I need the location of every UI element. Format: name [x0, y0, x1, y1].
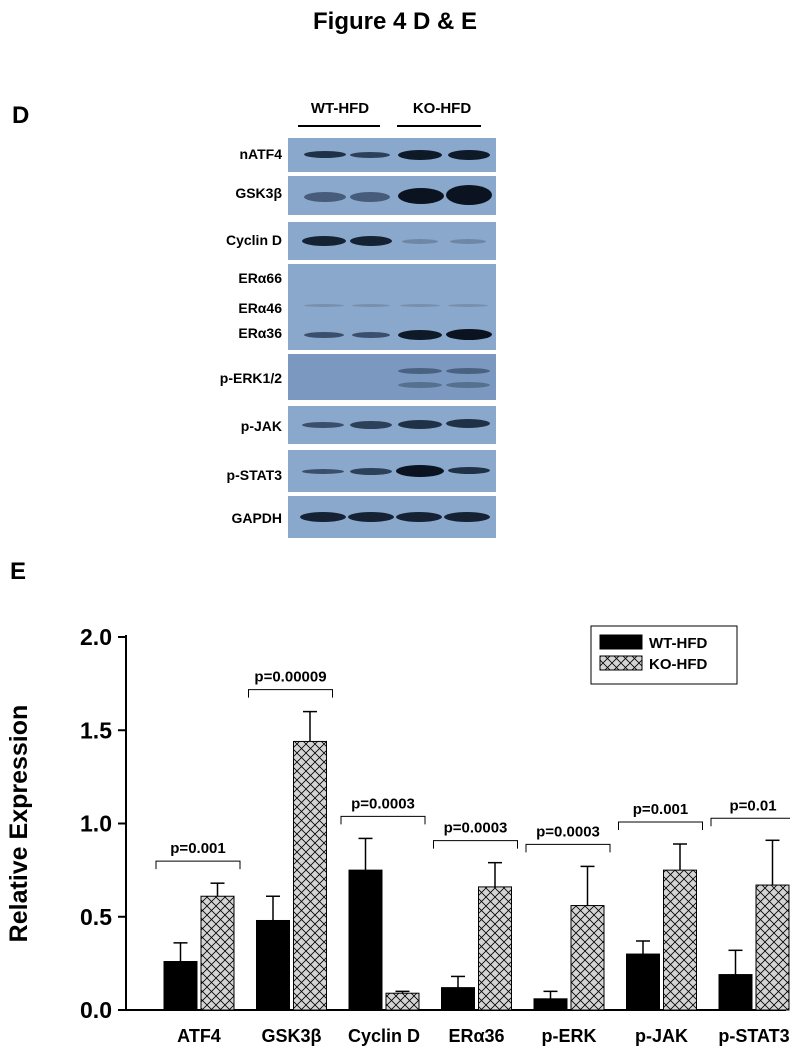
p-value-label-2: p=0.0003 — [351, 795, 415, 812]
bar-ko-6 — [755, 884, 790, 1011]
x-tick-label-4: p-ERK — [542, 1026, 597, 1046]
blot-row-natf4-label: nATF4 — [239, 146, 282, 162]
p-value-bracket — [525, 843, 611, 853]
bar-wt-4 — [533, 998, 568, 1011]
p-value-label-5: p=0.001 — [633, 801, 688, 818]
x-tick-label-0: ATF4 — [177, 1026, 221, 1046]
blot-row-pjak-label: p-JAK — [240, 418, 282, 434]
legend-label-1: KO-HFD — [649, 656, 707, 673]
p-value-bracket — [618, 821, 703, 831]
blot-panel-cyclind — [288, 222, 496, 260]
x-tick-label-3: ERα36 — [448, 1026, 504, 1046]
panel-e-label: E — [10, 558, 27, 585]
bar-wt-1 — [256, 919, 290, 1011]
legend-swatch-0 — [599, 634, 643, 650]
figure-title: Figure 4 D & E — [312, 8, 478, 35]
blot-panel-perk — [288, 354, 496, 400]
bar-ko-1 — [293, 740, 327, 1011]
blot-group-ko-hfd: KO-HFD — [412, 100, 472, 117]
p-value-bracket — [710, 817, 790, 827]
blot-panel-pstat3 — [288, 450, 496, 492]
p-value-bracket — [340, 815, 426, 825]
bar-wt-2 — [348, 869, 383, 1011]
p-value-label-3: p=0.0003 — [444, 820, 508, 837]
x-tick-label-2: Cyclin D — [348, 1026, 420, 1046]
legend-swatch-1 — [599, 655, 643, 671]
bar-ko-0 — [200, 895, 235, 1011]
blot-row-era36-label: ERα36 — [238, 325, 282, 341]
p-value-label-6: p=0.01 — [729, 797, 776, 814]
p-value-label-0: p=0.001 — [170, 840, 225, 857]
y-tick-label: 1.0 — [80, 811, 112, 837]
blot-group-wt-hfd: WT-HFD — [310, 100, 370, 117]
blot-row-era46-label: ERα46 — [238, 300, 282, 316]
blot-panel-era — [288, 264, 496, 350]
legend-label-0: WT-HFD — [649, 635, 707, 652]
bar-wt-3 — [441, 987, 475, 1011]
p-value-label-1: p=0.00009 — [254, 669, 326, 686]
y-tick-label: 2.0 — [80, 624, 112, 650]
x-tick-label-6: p-STAT3 — [718, 1026, 789, 1046]
blot-panel-gsk3b — [288, 176, 496, 215]
blot-row-gapdh-label: GAPDH — [231, 510, 282, 526]
blot-panel-natf4 — [288, 138, 496, 172]
p-value-bracket — [248, 689, 333, 698]
blot-panel-pjak — [288, 406, 496, 444]
blot-row-pstat3-label: p-STAT3 — [226, 467, 282, 483]
y-tick-label: 0.5 — [80, 904, 112, 930]
blot-row-era66-label: ERα66 — [238, 270, 282, 286]
y-tick-label: 0.0 — [80, 997, 112, 1023]
blot-row-cyclind-label: Cyclin D — [225, 232, 282, 248]
y-tick-label: 1.5 — [80, 717, 112, 743]
bar-wt-0 — [163, 961, 198, 1011]
panel-d-label: D — [12, 102, 30, 129]
blot-panel-gapdh — [288, 496, 496, 538]
bar-ko-4 — [570, 905, 605, 1011]
bar-ko-2 — [385, 992, 420, 1011]
blot-row-perk-label: p-ERK1/2 — [219, 370, 282, 386]
bar-chart: 0.0 0.5 1.0 1.5 2.0 Relative Expression ATF4 p=… — [5, 624, 790, 1046]
blot-row-gsk3b-label: GSK3β — [235, 185, 282, 201]
p-value-label-4: p=0.0003 — [536, 823, 600, 840]
p-value-bracket — [155, 860, 241, 870]
bar-ko-3 — [478, 886, 512, 1011]
blot-group-ko-line — [397, 125, 481, 127]
y-axis-label: Relative Expression — [5, 705, 33, 943]
x-tick-label-1: GSK3β — [261, 1026, 321, 1046]
bar-ko-5 — [663, 869, 697, 1011]
bar-wt-5 — [626, 953, 660, 1011]
x-tick-label-5: p-JAK — [635, 1026, 688, 1046]
blot-group-wt-line — [298, 125, 380, 127]
p-value-bracket — [433, 840, 518, 849]
bar-wt-6 — [718, 974, 753, 1011]
